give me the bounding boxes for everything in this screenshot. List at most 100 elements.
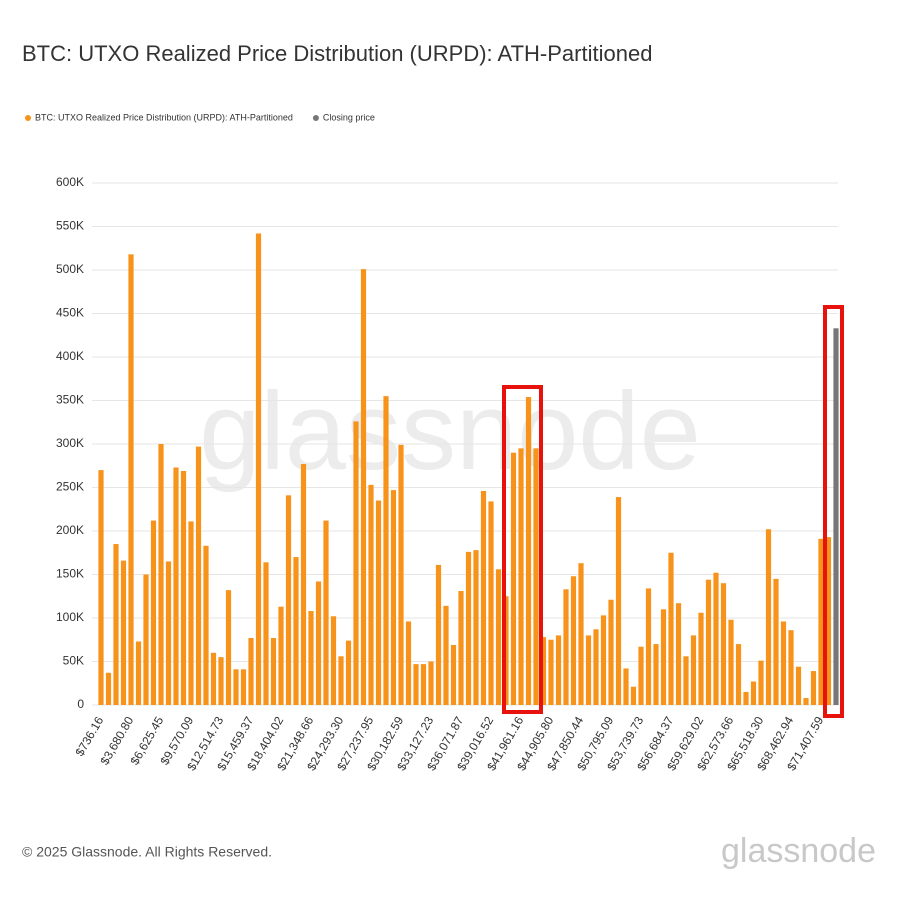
bar: [330, 616, 337, 705]
bar: [638, 646, 644, 705]
bar: [473, 550, 479, 705]
bar: [128, 254, 134, 705]
bar: [465, 551, 472, 705]
bar: [315, 581, 322, 705]
bar: [833, 328, 839, 705]
legend-marker: [25, 115, 31, 121]
bar: [548, 639, 554, 705]
bar: [180, 470, 187, 705]
footer: © 2025 Glassnode. All Rights Reserved.: [22, 844, 272, 860]
y-tick-label: 250K: [56, 480, 84, 494]
bar: [720, 583, 727, 705]
y-tick-label: 150K: [56, 567, 84, 581]
bar: [270, 638, 277, 705]
y-tick-label: 550K: [56, 219, 84, 233]
bar: [338, 656, 344, 705]
bar: [353, 421, 359, 705]
bar: [233, 669, 239, 705]
bar: [555, 635, 562, 705]
bar: [825, 537, 832, 705]
bar: [263, 562, 269, 705]
bar: [390, 490, 397, 705]
legend-label: BTC: UTXO Realized Price Distribution (U…: [35, 112, 293, 122]
bar: [225, 590, 232, 705]
bar: [285, 495, 292, 705]
bar: [525, 397, 532, 705]
bar: [105, 672, 112, 705]
bar: [435, 564, 442, 705]
bar: [323, 520, 329, 705]
logo: glassnode: [721, 832, 876, 870]
bar: [293, 557, 299, 705]
bar: [300, 464, 307, 705]
bar: [608, 599, 614, 705]
bar-layer: [98, 233, 839, 705]
bar: [428, 661, 434, 705]
bar: [653, 644, 659, 705]
y-tick-label: 600K: [56, 175, 84, 189]
bar: [195, 446, 202, 705]
bar: [135, 641, 142, 705]
bar: [495, 569, 502, 705]
bar: [210, 652, 217, 705]
bar: [405, 621, 412, 705]
bar: [443, 605, 449, 705]
bar: [173, 467, 179, 705]
y-tick-label: 300K: [56, 436, 84, 450]
grid-layer: [92, 182, 838, 706]
bar: [240, 669, 247, 705]
bar: [758, 660, 764, 705]
bar: [683, 656, 689, 705]
bar: [698, 612, 704, 705]
bar: [458, 591, 464, 705]
bar: [308, 611, 314, 705]
watermark: glassnode: [199, 370, 701, 493]
bar: [255, 233, 262, 705]
bar: [98, 470, 104, 705]
y-tick-label: 200K: [56, 523, 84, 537]
highlight-box: [502, 385, 543, 714]
bar: [510, 452, 517, 705]
bar: [728, 619, 734, 705]
bar: [645, 588, 652, 705]
bar: [368, 484, 374, 705]
bar: [533, 448, 539, 705]
bar: [375, 500, 382, 705]
bar: [563, 589, 569, 705]
bar: [795, 666, 802, 705]
y-tick-label: 400K: [56, 349, 84, 363]
bar: [765, 529, 772, 705]
bar: [278, 606, 284, 705]
bar: [743, 691, 749, 705]
bar: [518, 448, 524, 705]
bar: [413, 664, 419, 705]
y-tick-label: 500K: [56, 262, 84, 276]
bar: [150, 520, 157, 705]
bar: [803, 698, 809, 705]
bar: [810, 671, 817, 705]
chart-title: BTC: UTXO Realized Price Distribution (U…: [22, 41, 652, 66]
bar: [158, 444, 164, 705]
legend-marker: [312, 115, 319, 121]
bar: [780, 621, 787, 705]
bar: [383, 396, 389, 705]
highlight-box: [823, 305, 844, 718]
bar: [705, 579, 712, 705]
bar: [203, 545, 209, 705]
bar: [188, 521, 194, 705]
bar: [120, 560, 127, 705]
bar: [668, 552, 674, 705]
bar: [488, 501, 494, 705]
bar: [630, 686, 637, 705]
bar: [540, 637, 547, 705]
bar: [750, 681, 757, 705]
bar: [585, 635, 592, 705]
bar: [218, 657, 224, 705]
bar: [735, 644, 742, 705]
bar: [593, 629, 599, 705]
bar: [398, 444, 404, 705]
bar: [570, 576, 577, 705]
bar: [675, 603, 682, 705]
bar: [578, 563, 584, 705]
